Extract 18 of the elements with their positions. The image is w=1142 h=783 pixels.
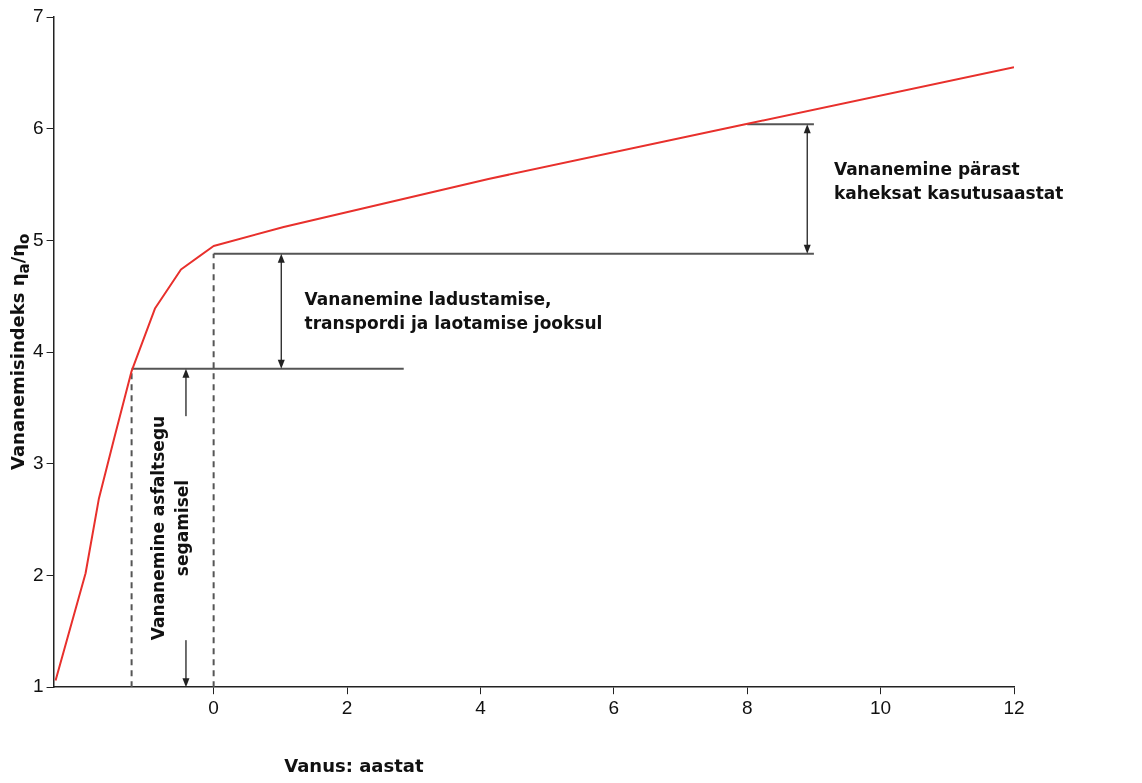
x-axis-title: Vanus: aastat xyxy=(284,755,424,777)
y-tick-label: 6 xyxy=(32,116,44,138)
x-tick-label: 2 xyxy=(341,696,353,718)
y-tick-label: 3 xyxy=(32,452,44,474)
y-tick-label: 4 xyxy=(32,340,44,362)
y-tick-label: 5 xyxy=(32,228,44,250)
annotation: Vananemine asfaltsegu segamisel xyxy=(146,415,195,641)
y-tick-label: 2 xyxy=(32,563,44,585)
x-tick-label: 12 xyxy=(1003,696,1025,718)
y-tick-label: 1 xyxy=(32,675,44,697)
x-tick-label: 10 xyxy=(870,696,892,718)
annotation: Vananemine pärast kaheksat kasutusaastat xyxy=(833,157,1064,206)
x-tick-label: 8 xyxy=(741,696,753,718)
y-tick-label: 7 xyxy=(32,5,44,27)
x-tick-label: 0 xyxy=(208,696,219,718)
x-tick-label: 6 xyxy=(608,696,620,718)
x-tick-label: 4 xyxy=(475,696,487,718)
annotation: Vananemine ladustamise, transpordi ja laotamise jooksul xyxy=(304,287,603,336)
